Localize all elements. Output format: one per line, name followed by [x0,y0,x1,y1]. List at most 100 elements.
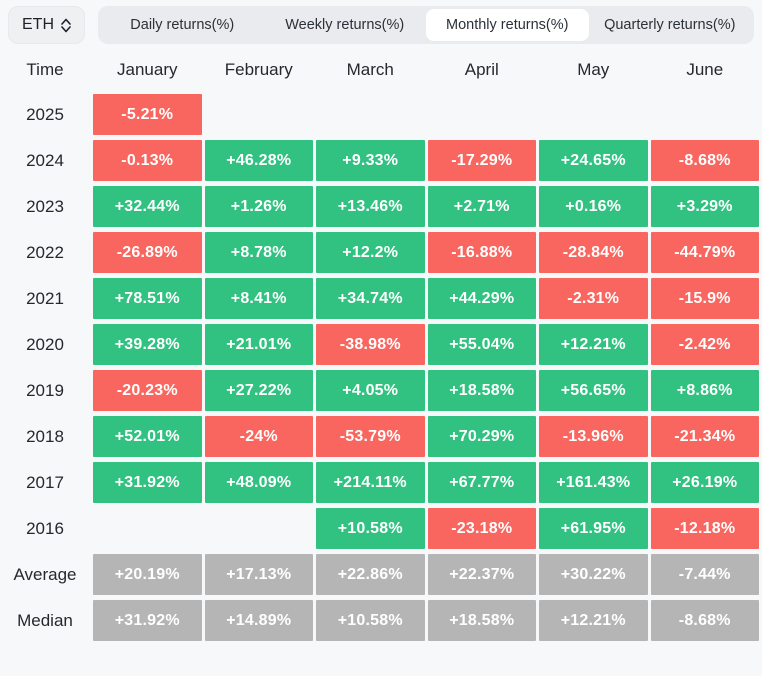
return-cell: -20.23% [93,370,202,411]
return-cell: +70.29% [427,416,536,457]
return-cell: +14.89% [204,600,313,641]
return-cell: +61.95% [539,508,648,549]
return-cell: +31.92% [93,600,202,641]
return-cell: +10.58% [316,508,425,549]
return-cell: -0.13% [93,140,202,181]
return-cell: +52.01% [93,416,202,457]
table-body: 2025 -5.21% 2024 -0.13% +46.28% +9.33% -17.29%… [0,94,759,641]
monthly-returns-table: Time January February March April May June 202… [0,44,762,641]
return-cell: -8.68% [650,140,759,181]
return-cell: -53.79% [316,416,425,457]
table-header-row: Time January February March April May June [0,52,759,88]
return-cell: +44.29% [427,278,536,319]
tab-daily-returns[interactable]: Daily returns(%) [130,17,235,33]
row-label: 2025 [26,104,64,124]
return-cell: +30.22% [539,554,648,595]
return-cell: +4.05% [316,370,425,411]
empty-cell [316,94,425,135]
row-label: 2019 [26,380,64,400]
return-cell: -38.98% [316,324,425,365]
return-cell: +67.77% [427,462,536,503]
return-cell: +8.41% [204,278,313,319]
return-cell: +22.37% [427,554,536,595]
return-cell: +22.86% [316,554,425,595]
row-label: Average [13,564,77,584]
return-cell: -16.88% [427,232,536,273]
column-header-april: April [464,60,499,79]
table-row-2019: 2019 -20.23% +27.22% +4.05% +18.58% +56.65% +8… [0,370,759,411]
empty-cell [205,94,314,135]
column-header-february: February [224,60,293,79]
column-header-january: January [117,60,178,79]
asset-selector-label: ETH [22,16,54,33]
return-cell: +2.71% [427,186,536,227]
row-label: 2020 [26,334,64,354]
return-cell: +12.21% [539,600,648,641]
return-cell: -2.42% [650,324,759,365]
return-cell: +9.33% [316,140,425,181]
table-row-median: Median +31.92% +14.89% +10.58% +18.58% +12.21… [0,600,759,641]
return-cell: +34.74% [316,278,425,319]
return-cell: +56.65% [539,370,648,411]
return-cell: +18.58% [427,600,536,641]
tab-monthly-returns[interactable]: Monthly returns(%) [426,9,589,41]
tab-quarterly-returns[interactable]: Quarterly returns(%) [604,17,736,33]
empty-cell [539,94,648,135]
row-label: 2024 [26,150,64,170]
empty-cell [93,508,202,549]
top-bar: ETH Daily returns(%) Weekly returns(%) Mon… [0,0,762,44]
table-row-2020: 2020 +39.28% +21.01% -38.98% +55.04% +12.21% -… [0,324,759,365]
empty-cell [651,94,760,135]
asset-selector[interactable]: ETH [8,6,85,44]
row-label: Median [17,610,73,630]
return-cell: -26.89% [93,232,202,273]
return-cell: -7.44% [650,554,759,595]
return-cell: +48.09% [204,462,313,503]
return-cell: -23.18% [427,508,536,549]
row-label: 2018 [26,426,64,446]
return-cell: -12.18% [650,508,759,549]
return-cell: +78.51% [93,278,202,319]
table-row-2024: 2024 -0.13% +46.28% +9.33% -17.29% +24.65% -8.… [0,140,759,181]
return-cell: +1.26% [204,186,313,227]
return-cell: +12.2% [316,232,425,273]
chevron-up-down-icon [61,18,71,33]
return-cell: +8.86% [650,370,759,411]
table-row-average: Average +20.19% +17.13% +22.86% +22.37% +30.2… [0,554,759,595]
return-cell: +214.11% [316,462,425,503]
return-cell: +39.28% [93,324,202,365]
return-cell: -44.79% [650,232,759,273]
table-row-2018: 2018 +52.01% -24% -53.79% +70.29% -13.96% -21.… [0,416,759,457]
return-cell: +10.58% [316,600,425,641]
return-cell: +20.19% [93,554,202,595]
row-label: 2022 [26,242,64,262]
return-cell: +161.43% [539,462,648,503]
return-cell: -15.9% [650,278,759,319]
table-row-2017: 2017 +31.92% +48.09% +214.11% +67.77% +161.43… [0,462,759,503]
return-cell: +46.28% [204,140,313,181]
return-cell: +3.29% [650,186,759,227]
return-cell: -13.96% [539,416,648,457]
return-cell: -8.68% [650,600,759,641]
return-cell: +12.21% [539,324,648,365]
return-cell: -17.29% [427,140,536,181]
column-header-march: March [346,60,394,79]
row-label: 2016 [26,518,64,538]
return-cell: +32.44% [93,186,202,227]
return-cell: +24.65% [539,140,648,181]
return-cell: +26.19% [650,462,759,503]
empty-cell [428,94,537,135]
column-header-time: Time [26,60,64,79]
return-cell: -28.84% [539,232,648,273]
tab-bar: Daily returns(%) Weekly returns(%) Monthly… [98,6,754,44]
return-cell: -21.34% [650,416,759,457]
row-label: 2017 [26,472,64,492]
return-cell: +27.22% [204,370,313,411]
table-row-2022: 2022 -26.89% +8.78% +12.2% -16.88% -28.84% -44… [0,232,759,273]
return-cell: -24% [204,416,313,457]
return-cell: +13.46% [316,186,425,227]
row-label: 2023 [26,196,64,216]
tab-weekly-returns[interactable]: Weekly returns(%) [285,17,405,33]
column-header-may: May [577,60,610,79]
table-row-2025: 2025 -5.21% [0,94,759,135]
